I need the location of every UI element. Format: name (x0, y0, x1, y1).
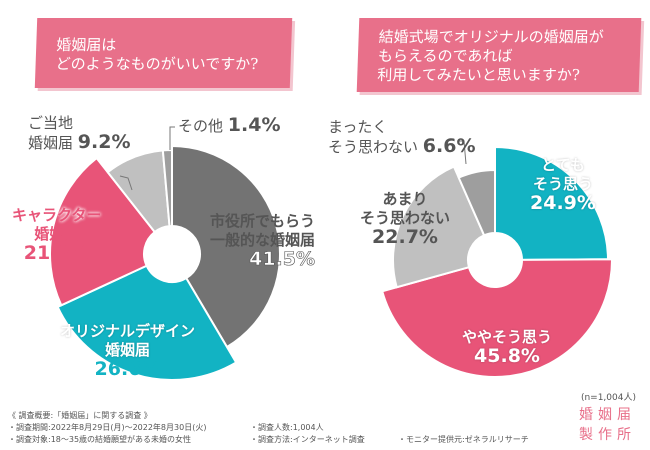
survey-period: ・調査期間:2022年8月29日(月)〜2022年8月30日(火) (8, 423, 207, 432)
leader-line-q2-not-at-all (458, 140, 467, 165)
pie-slice-2 (56, 264, 238, 381)
survey-target: ・調査対象:18〜35歳の結婚願望がある未婚の女性 (8, 435, 192, 444)
q2-pct-somewhat: 45.8% (474, 345, 540, 367)
q1-label-local-line2: 婚姻届 (28, 134, 74, 152)
q1-label-other-text: その他 (178, 117, 224, 135)
q2-label-not-at-all-line2: そう思わない (328, 138, 419, 156)
q1-label-character-line2: 婚姻届 (34, 225, 80, 243)
pie-slice-4 (457, 168, 496, 237)
pie-slice-1 (171, 144, 281, 349)
q2-label-not-at-all-line1: まったく (328, 118, 388, 136)
q1-label-original-line2: 婚姻届 (105, 341, 151, 359)
q1-label-local-line1: ご当地 (28, 114, 74, 132)
q2-pct-very: 24.9% (530, 192, 596, 214)
brand-logo: 婚姻届 製作所 (579, 405, 636, 445)
q1-label-original-line1: オリジナルデザイン (60, 322, 196, 340)
pie-slice-2 (381, 258, 613, 378)
brand-logo-line2: 製作所 (579, 427, 636, 443)
q2-label-very-line1: とても (541, 156, 585, 174)
pie-slice-4 (106, 149, 171, 234)
q2-pct-not-much: 22.7% (372, 226, 438, 248)
q1-label-character-line1: キャラクター (12, 206, 102, 224)
sample-size: (n=1,004人) (580, 393, 636, 403)
q1-label-city-hall: 市役所でもらう 一般的な婚姻届 41.5% (210, 212, 315, 269)
q1-label-city-hall-line1: 市役所でもらう (210, 212, 316, 230)
q1-label-city-hall-line2: 一般的な婚姻届 (210, 231, 316, 249)
pie-chart-2 (381, 145, 613, 378)
q2-pct-not-at-all: 6.6% (422, 135, 476, 157)
pie-slice-1 (494, 145, 610, 261)
pie-slice-3 (49, 156, 157, 307)
q2-label-not-much-line2: そう思わない (360, 209, 451, 227)
q2-label-not-much-line1: あまり (382, 190, 428, 208)
survey-provider: ・モニター提供元:ゼネラルリサーチ (398, 435, 529, 444)
pie-slice-3 (392, 165, 486, 289)
q2-label-somewhat-text: ややそう思う (462, 328, 553, 346)
q1-pct-other: 1.4% (227, 114, 281, 136)
survey-method: ・調査方法:インターネット調査 (250, 435, 365, 444)
q2-label-not-at-all: まったく そう思わない 6.6% (328, 118, 476, 157)
survey-count: ・調査人数:1,004人 (250, 423, 324, 432)
q1-pct-character: 21.3% (23, 242, 90, 264)
q1-pct-city-hall: 41.5% (249, 248, 316, 270)
q2-label-not-much: あまり そう思わない 22.7% (360, 190, 450, 247)
leader-line-q1-local (119, 175, 133, 191)
q2-label-somewhat: ややそう思う 45.8% (462, 328, 552, 366)
pie-chart-1 (49, 144, 281, 381)
q2-label-very: とても そう思う 24.9% (530, 156, 596, 213)
brand-logo-line1: 婚姻届 (579, 407, 636, 423)
q1-label-original: オリジナルデザイン 婚姻届 26.6% (60, 322, 195, 379)
survey-overview: 《 調査概要:「婚姻届」に関する調査 》 (8, 411, 152, 420)
q1-pct-original: 26.6% (94, 358, 161, 380)
pie-slice-5 (161, 148, 173, 228)
q1-label-local: ご当地 婚姻届 9.2% (28, 114, 131, 153)
leader-line-q1-other (169, 126, 175, 150)
q2-label-very-line2: そう思う (532, 175, 593, 193)
q1-label-other: その他 1.4% (178, 116, 281, 136)
q1-label-character: キャラクター 婚姻届 21.3% (12, 206, 101, 263)
q1-pct-local: 9.2% (77, 131, 131, 153)
